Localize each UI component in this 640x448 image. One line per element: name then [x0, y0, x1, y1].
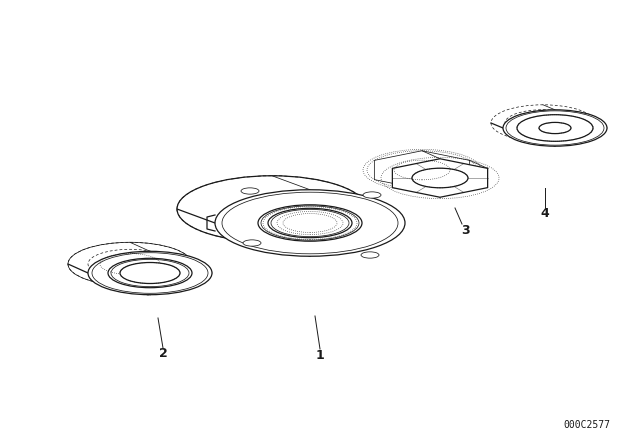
Ellipse shape	[177, 176, 367, 242]
Polygon shape	[392, 159, 488, 197]
Ellipse shape	[517, 115, 593, 141]
Text: 4: 4	[541, 207, 549, 220]
Polygon shape	[374, 151, 470, 189]
Ellipse shape	[236, 196, 339, 233]
Ellipse shape	[120, 263, 180, 284]
Ellipse shape	[241, 188, 259, 194]
Ellipse shape	[68, 242, 192, 286]
Ellipse shape	[412, 168, 468, 188]
Ellipse shape	[243, 240, 261, 246]
Text: 3: 3	[461, 224, 469, 237]
Text: 000C2577: 000C2577	[563, 420, 610, 430]
Ellipse shape	[539, 122, 571, 134]
Ellipse shape	[363, 192, 381, 198]
Text: 2: 2	[159, 346, 168, 359]
Ellipse shape	[258, 205, 362, 241]
Ellipse shape	[268, 208, 352, 238]
Ellipse shape	[88, 251, 212, 295]
Ellipse shape	[361, 252, 379, 258]
Ellipse shape	[108, 258, 192, 288]
Text: 1: 1	[316, 349, 324, 362]
Ellipse shape	[503, 110, 607, 146]
Ellipse shape	[215, 190, 405, 256]
